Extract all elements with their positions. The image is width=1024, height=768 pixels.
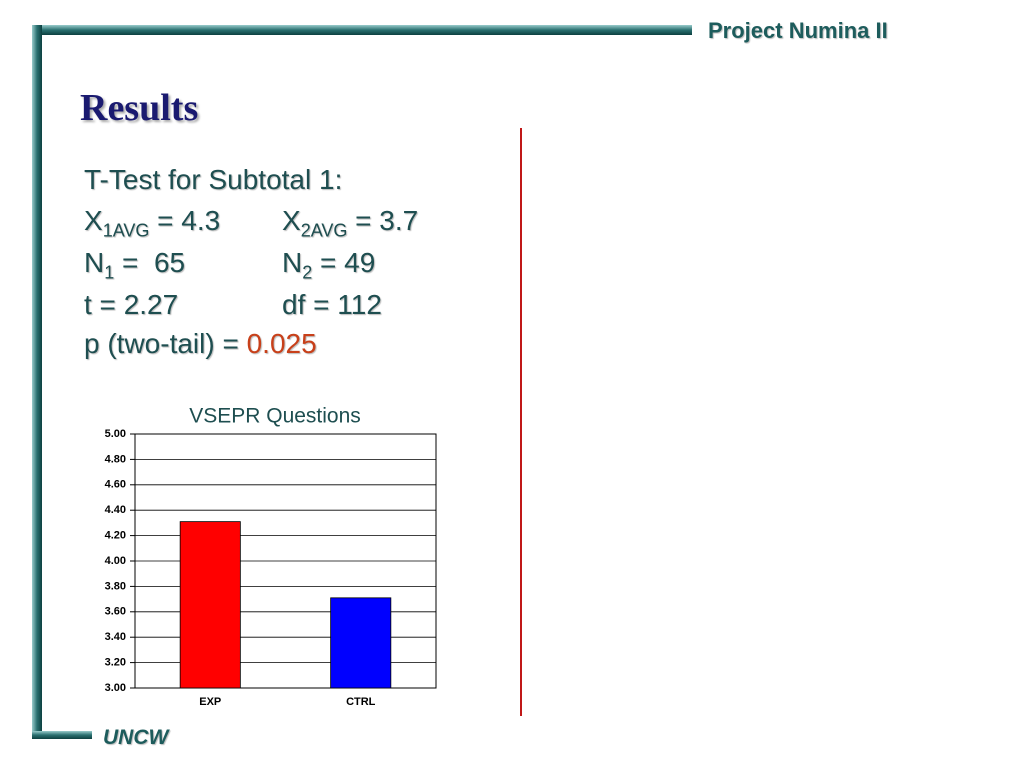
bar (179, 521, 241, 689)
stat-cell: N2 = 49 (282, 247, 375, 284)
divider (520, 128, 522, 716)
stat-value: = 49 (312, 247, 376, 278)
stat-value: = 4.3 (149, 205, 221, 236)
y-tick-label: 4.20 (105, 530, 126, 542)
bar (330, 597, 392, 689)
p-label: p (two-tail) = (84, 328, 247, 359)
stat-cell: df = 112 (282, 289, 382, 321)
stat-subscript: 2AVG (300, 220, 348, 241)
stat-cell: X1AVG = 4.3 (84, 205, 220, 242)
y-tick-label: 3.20 (105, 657, 126, 669)
left-rule (32, 25, 42, 737)
stat-cell: t = 2.27 (84, 289, 178, 321)
plot-frame (134, 433, 437, 689)
stat-heading: T-Test for Subtotal 1: (84, 164, 343, 195)
stat-p: p (two-tail) = 0.025 (84, 328, 317, 360)
brand: Project Numina II (708, 18, 888, 43)
stat-cell: N1 = 65 (84, 247, 185, 284)
stat-symbol: X (84, 205, 103, 236)
footer-org: UNCW (103, 726, 169, 749)
y-tick-label: 4.60 (105, 479, 126, 491)
x-tick-label: CTRL (346, 696, 376, 708)
slide-title: Results (80, 87, 199, 129)
y-tick-label: 4.80 (105, 453, 126, 465)
stat-subscript: 1 (104, 262, 115, 283)
bottom-rule (32, 731, 92, 739)
y-tick-label: 3.80 (105, 580, 126, 592)
chart: VSEPR Questions 3.00 3.20 3.40 3.60 3.80 4.00… (105, 405, 437, 708)
y-tick-label: 3.00 (105, 682, 126, 694)
stat-cell: X2AVG = 3.7 (282, 205, 418, 242)
chart-title: VSEPR Questions (189, 405, 361, 428)
stat-value: = 3.7 (347, 205, 419, 236)
p-value: 0.025 (246, 328, 317, 359)
y-tick-label: 3.60 (105, 606, 126, 618)
stat-symbol: df = 112 (282, 289, 382, 320)
x-tick-label: EXP (199, 696, 221, 708)
stat-symbol: X (282, 205, 301, 236)
y-tick-label: 4.40 (105, 504, 126, 516)
top-rule (32, 25, 692, 35)
y-tick-label: 4.00 (105, 555, 126, 567)
stat-symbol: N (282, 247, 303, 278)
stat-symbol: t = 2.27 (84, 289, 179, 320)
stat-symbol: N (84, 247, 105, 278)
stat-subscript: 1AVG (102, 220, 150, 241)
stat-subscript: 2 (302, 262, 313, 283)
y-tick-label: 5.00 (105, 428, 126, 440)
y-tick-label: 3.40 (105, 631, 126, 643)
stat-value: = 65 (114, 247, 186, 278)
